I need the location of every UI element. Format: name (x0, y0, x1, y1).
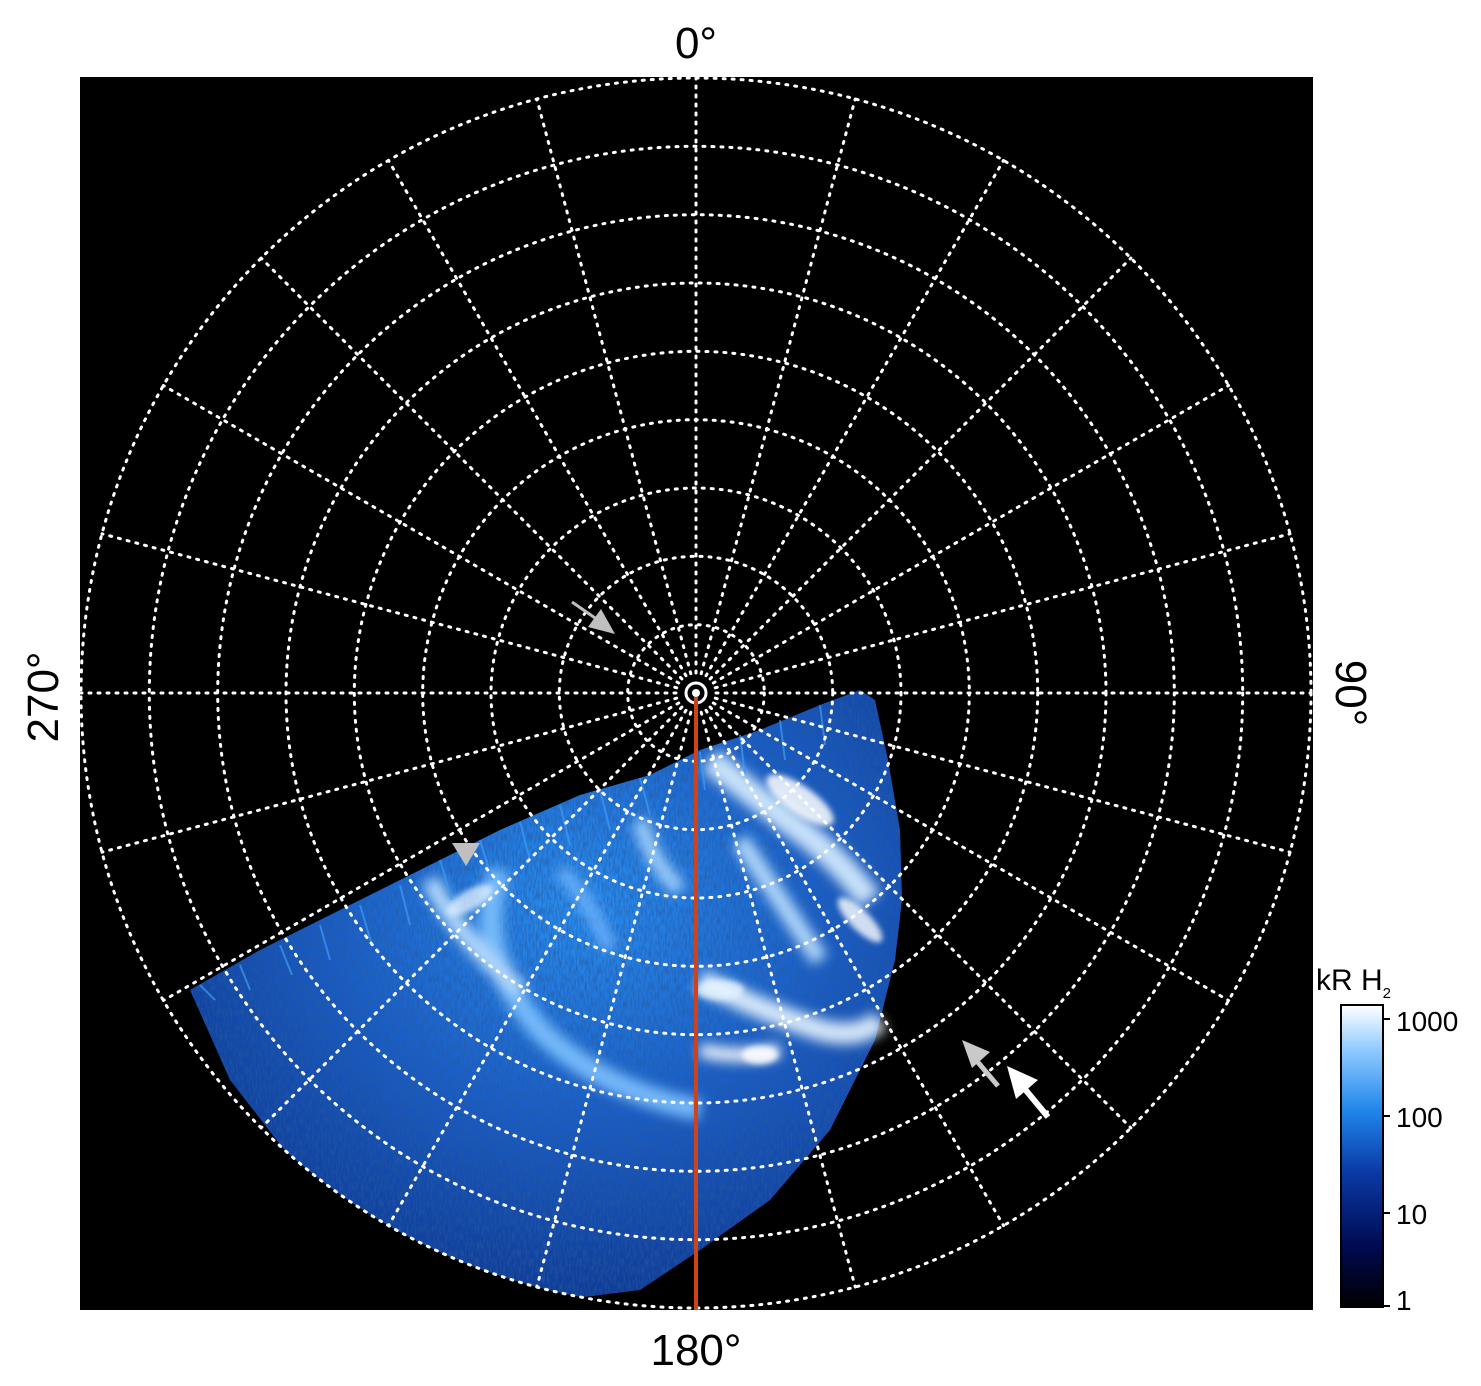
label-180-degrees: 180° (650, 1326, 741, 1375)
label-270-degrees: 270° (19, 651, 68, 742)
grid-spoke (699, 97, 857, 676)
colorbar-gradient (1340, 1004, 1384, 1308)
grid-spoke (708, 256, 1133, 681)
colorbar: kR H2 1000 100 10 1 (1316, 964, 1458, 1316)
grid-ring (352, 349, 1040, 1037)
grid-spoke (711, 384, 1231, 685)
colorbar-ticks (1383, 1018, 1390, 1307)
grid-spoke (259, 705, 684, 1130)
grid-spoke (100, 532, 679, 690)
grid-spoke (387, 158, 688, 678)
colorbar-title: kR H2 (1316, 964, 1391, 1002)
auroral-emission-image (190, 690, 902, 1300)
grid-spoke (387, 708, 688, 1228)
grid-spoke (704, 708, 1005, 1228)
colorbar-title-subscript: 2 (1383, 985, 1391, 1002)
label-90-degrees: 90° (1326, 660, 1375, 727)
arrow-gray-upper (571, 600, 615, 634)
grid-spoke (161, 701, 681, 1002)
grid-spoke (699, 710, 857, 1289)
arrow-gray-lower-right (962, 1040, 1000, 1088)
arrow-gray-left (452, 843, 480, 866)
grid-spoke (535, 97, 693, 676)
label-0-degrees: 0° (675, 19, 717, 68)
colorbar-tick-1000: 1000 (1396, 1006, 1458, 1037)
grid-spoke (704, 158, 1005, 678)
arrow-white-lower-right (1007, 1066, 1051, 1119)
grid-spoke (708, 705, 1133, 1130)
grid-spoke (711, 701, 1231, 1002)
grid-spoke (535, 710, 693, 1289)
grid-spoke (100, 696, 679, 854)
grid-spoke (713, 696, 1292, 854)
grid-ring (489, 486, 903, 900)
colorbar-tick-1: 1 (1396, 1285, 1412, 1316)
polar-grid (80, 77, 1313, 1310)
grid-spoke (259, 256, 684, 681)
colorbar-tick-10: 10 (1396, 1199, 1427, 1230)
colorbar-tick-100: 100 (1396, 1102, 1443, 1133)
grid-spoke (713, 532, 1292, 690)
grid-ring (147, 144, 1245, 1242)
grid-spoke (161, 384, 681, 685)
